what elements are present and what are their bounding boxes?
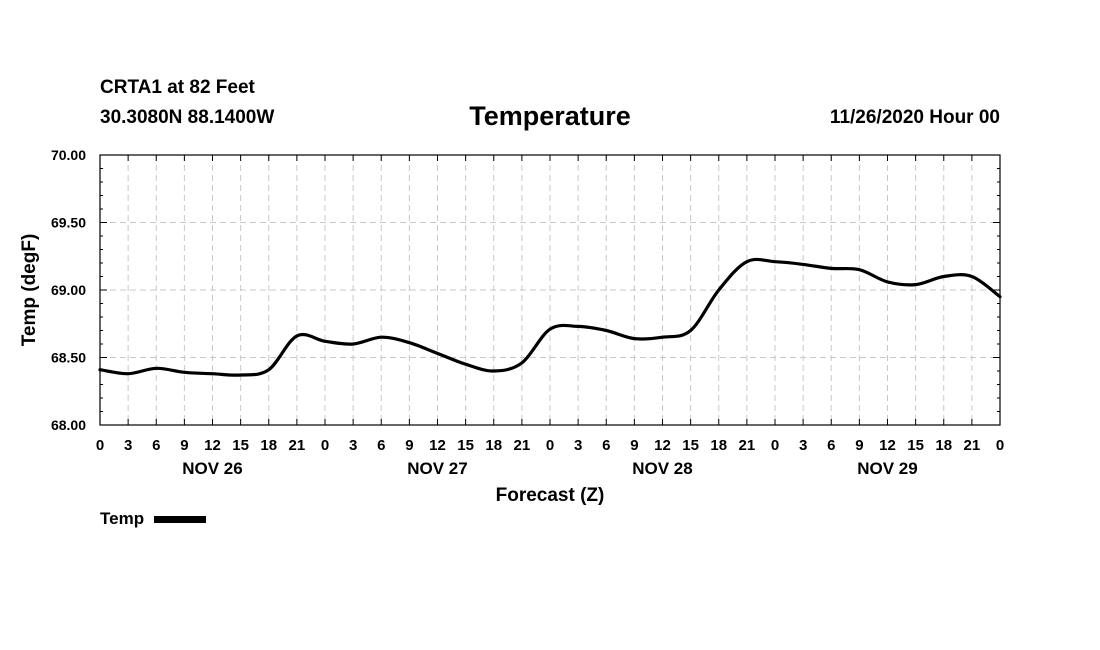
x-tick-label: 12 xyxy=(654,437,671,454)
axes: 0 3 6 9 12 15 18 21 0 3 6 9 12 15 18 21 0 3 6 9 12 15 18 21 0 3 6 9… xyxy=(51,147,1004,478)
y-tick-label: 69.00 xyxy=(51,282,86,298)
legend: Temp xyxy=(100,509,207,529)
x-axis-label: Forecast (Z) xyxy=(496,485,605,506)
legend-label: Temp xyxy=(100,509,145,528)
x-tick-label: 18 xyxy=(485,437,502,454)
y-tick-label: 68.50 xyxy=(51,350,86,366)
legend-line-swatch xyxy=(154,515,207,523)
x-tick-label: 9 xyxy=(405,437,413,454)
forecast-datetime: 11/26/2020 Hour 00 xyxy=(829,107,1000,128)
x-tick-label: 21 xyxy=(739,437,756,454)
x-tick-label: 15 xyxy=(907,437,924,454)
x-tick-label: 6 xyxy=(827,437,835,454)
day-label: NOV 28 xyxy=(632,459,692,478)
plot-frame xyxy=(99,154,1001,426)
y-tick-label: 70.00 xyxy=(51,147,86,163)
grid-lines xyxy=(100,155,1000,425)
station-coordinates: 30.3080N 88.1400W xyxy=(100,107,275,128)
day-label: NOV 27 xyxy=(407,459,467,478)
series-layer xyxy=(98,257,1002,377)
chart-title: Temperature xyxy=(469,101,631,131)
x-tick-label: 6 xyxy=(602,437,610,454)
x-tick-label: 9 xyxy=(855,437,863,454)
y-tick-label: 69.50 xyxy=(51,215,86,231)
x-tick-label: 15 xyxy=(232,437,249,454)
x-tick-label: 9 xyxy=(630,437,638,454)
x-tick-label: 18 xyxy=(710,437,727,454)
x-tick-label: 0 xyxy=(321,437,329,454)
y-axis-label: Temp (degF) xyxy=(19,234,40,347)
temp-series-line xyxy=(98,257,1002,377)
x-tick-label: 12 xyxy=(204,437,221,454)
x-tick-label: 18 xyxy=(935,437,952,454)
x-tick-label: 18 xyxy=(260,437,277,454)
station-label: CRTA1 at 82 Feet xyxy=(100,77,255,98)
x-tick-label: 3 xyxy=(799,437,807,454)
day-label: NOV 26 xyxy=(182,459,242,478)
x-tick-label: 6 xyxy=(152,437,160,454)
x-tick-label: 15 xyxy=(682,437,699,454)
x-tick-label: 6 xyxy=(377,437,385,454)
y-tick-label: 68.00 xyxy=(51,417,86,433)
x-tick-label: 3 xyxy=(574,437,582,454)
x-tick-label: 0 xyxy=(771,437,779,454)
day-label: NOV 29 xyxy=(857,459,917,478)
x-tick-label: 9 xyxy=(180,437,188,454)
axis-labels: Forecast (Z) Temp (degF) xyxy=(19,234,604,506)
x-tick-label: 3 xyxy=(124,437,132,454)
x-tick-label: 0 xyxy=(996,437,1004,454)
x-tick-label: 0 xyxy=(546,437,554,454)
x-tick-label: 0 xyxy=(96,437,104,454)
x-tick-label: 21 xyxy=(514,437,531,454)
x-tick-label: 3 xyxy=(349,437,357,454)
x-tick-label: 21 xyxy=(289,437,306,454)
x-tick-label: 12 xyxy=(879,437,896,454)
x-tick-label: 12 xyxy=(429,437,446,454)
x-tick-label: 15 xyxy=(457,437,474,454)
x-tick-label: 21 xyxy=(964,437,981,454)
